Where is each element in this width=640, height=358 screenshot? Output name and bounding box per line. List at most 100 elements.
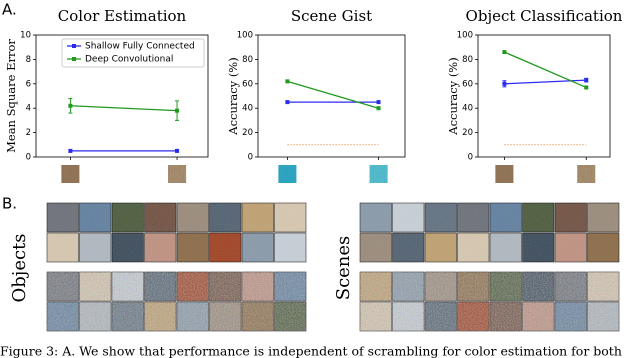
y-tick-label: 8	[26, 55, 31, 65]
marker	[68, 103, 73, 108]
scrambled-image-noise	[209, 302, 241, 331]
scrambled-image-noise	[360, 272, 392, 301]
example-image-texture	[587, 203, 619, 232]
panel-label: B.	[2, 195, 17, 213]
y-tick-label: 40	[242, 104, 253, 114]
marker	[584, 78, 589, 83]
marker	[502, 50, 507, 55]
category-image-texture	[168, 165, 187, 183]
scrambled-image-noise	[79, 272, 111, 301]
example-image-texture	[144, 203, 176, 232]
y-tick-label: 0	[248, 153, 253, 163]
chart-title: Object Classification	[466, 7, 623, 25]
example-image-texture	[112, 203, 144, 232]
category-image-texture	[495, 165, 514, 183]
y-tick-label: 6	[26, 79, 31, 89]
y-tick-label: 80	[242, 55, 253, 65]
y-axis-label: Accuracy (%)	[226, 57, 240, 135]
grid-label: Scenes	[333, 236, 354, 301]
scrambled-image-noise	[392, 302, 424, 331]
y-tick-label: 10	[20, 31, 31, 41]
legend-label: Shallow Fully Connected	[85, 42, 195, 52]
y-axis-label: Mean Square Error	[4, 39, 18, 153]
scrambled-image-noise	[587, 272, 619, 301]
axes-frame	[257, 34, 406, 158]
example-image-texture	[177, 203, 209, 232]
y-tick-label: 40	[462, 104, 473, 114]
y-tick-label: 2	[26, 128, 31, 138]
example-image-texture	[425, 203, 457, 232]
example-image-texture	[112, 233, 144, 262]
panel-label: A.	[2, 1, 17, 19]
scrambled-image-noise	[490, 302, 522, 331]
y-tick-label: 80	[462, 55, 473, 65]
example-image-texture	[457, 233, 489, 262]
y-axis-label: Accuracy (%)	[446, 57, 460, 135]
legend-label: Deep Convolutional	[85, 55, 173, 65]
example-image-texture	[360, 203, 392, 232]
example-image-texture	[522, 203, 554, 232]
scrambled-image-noise	[555, 302, 587, 331]
category-image-texture	[577, 165, 596, 183]
example-image-texture	[555, 233, 587, 262]
example-image-texture	[274, 233, 306, 262]
y-tick-label: 0	[468, 153, 473, 163]
scrambled-image-noise	[425, 302, 457, 331]
scrambled-image-noise	[177, 272, 209, 301]
example-image-texture	[555, 203, 587, 232]
example-image-texture	[425, 233, 457, 262]
scrambled-image-noise	[274, 302, 306, 331]
scrambled-image-noise	[522, 272, 554, 301]
marker	[502, 81, 507, 86]
example-image-texture	[242, 203, 274, 232]
y-tick-label: 100	[457, 31, 473, 41]
scrambled-image-noise	[522, 302, 554, 331]
example-image-texture	[360, 233, 392, 262]
example-image-texture	[587, 233, 619, 262]
category-image-texture	[369, 165, 388, 183]
marker	[68, 148, 73, 153]
legend-marker	[72, 44, 76, 48]
legend-marker	[72, 57, 76, 61]
scrambled-image-noise	[47, 272, 79, 301]
chart-title: Color Estimation	[58, 7, 187, 25]
example-image-texture	[274, 203, 306, 232]
marker	[584, 85, 589, 90]
caption: Figure 3: A. We show that performance is…	[0, 344, 622, 358]
scrambled-image-noise	[490, 272, 522, 301]
example-image-texture	[79, 233, 111, 262]
y-tick-label: 20	[242, 128, 253, 138]
scrambled-image-noise	[177, 302, 209, 331]
scrambled-image-noise	[360, 302, 392, 331]
line	[504, 79, 587, 85]
scrambled-image-noise	[457, 272, 489, 301]
scrambled-image-noise	[144, 302, 176, 331]
scrambled-image-noise	[392, 272, 424, 301]
example-image-texture	[79, 203, 111, 232]
legend-box	[61, 38, 205, 68]
example-image-texture	[209, 203, 241, 232]
y-tick-label: 0	[26, 153, 31, 163]
marker	[285, 79, 290, 84]
example-image-texture	[242, 233, 274, 262]
scrambled-image-noise	[242, 272, 274, 301]
marker	[285, 100, 290, 105]
chart-title: Scene Gist	[291, 7, 372, 25]
marker	[175, 108, 180, 113]
example-image-texture	[490, 203, 522, 232]
category-image-texture	[278, 165, 297, 183]
marker	[376, 100, 381, 105]
scrambled-image-noise	[457, 302, 489, 331]
y-tick-label: 100	[237, 31, 253, 41]
scrambled-image-noise	[79, 302, 111, 331]
scrambled-image-noise	[274, 272, 306, 301]
scrambled-image-noise	[425, 272, 457, 301]
scrambled-image-noise	[47, 302, 79, 331]
line	[287, 80, 379, 109]
scrambled-image-noise	[242, 302, 274, 331]
example-image-texture	[457, 203, 489, 232]
marker	[175, 148, 180, 153]
category-image-texture	[61, 165, 80, 183]
example-image-texture	[209, 233, 241, 262]
